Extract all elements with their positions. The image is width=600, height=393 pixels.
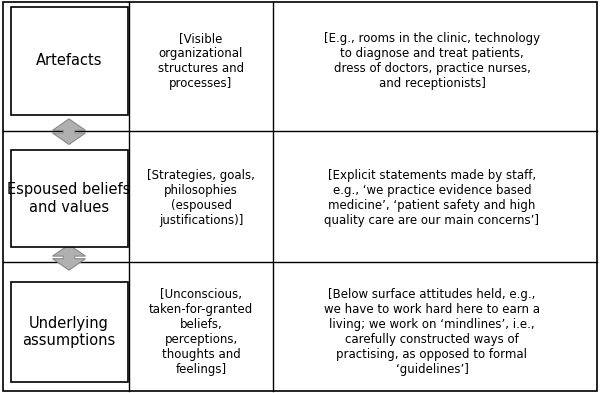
- Bar: [11, 282, 128, 382]
- Text: [Below surface attitudes held, e.g.,
we have to work hard here to earn a
living;: [Below surface attitudes held, e.g., we …: [324, 288, 540, 376]
- Text: Artefacts: Artefacts: [36, 53, 102, 68]
- Text: Espoused beliefs
and values: Espoused beliefs and values: [7, 182, 131, 215]
- Polygon shape: [53, 244, 86, 270]
- Polygon shape: [53, 119, 86, 144]
- Text: [Strategies, goals,
philosophies
(espoused
justifications)]: [Strategies, goals, philosophies (espous…: [147, 169, 255, 228]
- Text: [Visible
organizational
structures and
processes]: [Visible organizational structures and p…: [158, 32, 244, 90]
- Text: [Explicit statements made by staff,
e.g., ‘we practice evidence based
medicine’,: [Explicit statements made by staff, e.g.…: [325, 169, 539, 228]
- Text: Underlying
assumptions: Underlying assumptions: [22, 316, 116, 348]
- Bar: [11, 150, 128, 247]
- Bar: [11, 7, 128, 115]
- Text: [Unconscious,
taken-for-granted
beliefs,
perceptions,
thoughts and
feelings]: [Unconscious, taken-for-granted beliefs,…: [149, 288, 253, 376]
- Text: [E.g., rooms in the clinic, technology
to diagnose and treat patients,
dress of : [E.g., rooms in the clinic, technology t…: [324, 32, 540, 90]
